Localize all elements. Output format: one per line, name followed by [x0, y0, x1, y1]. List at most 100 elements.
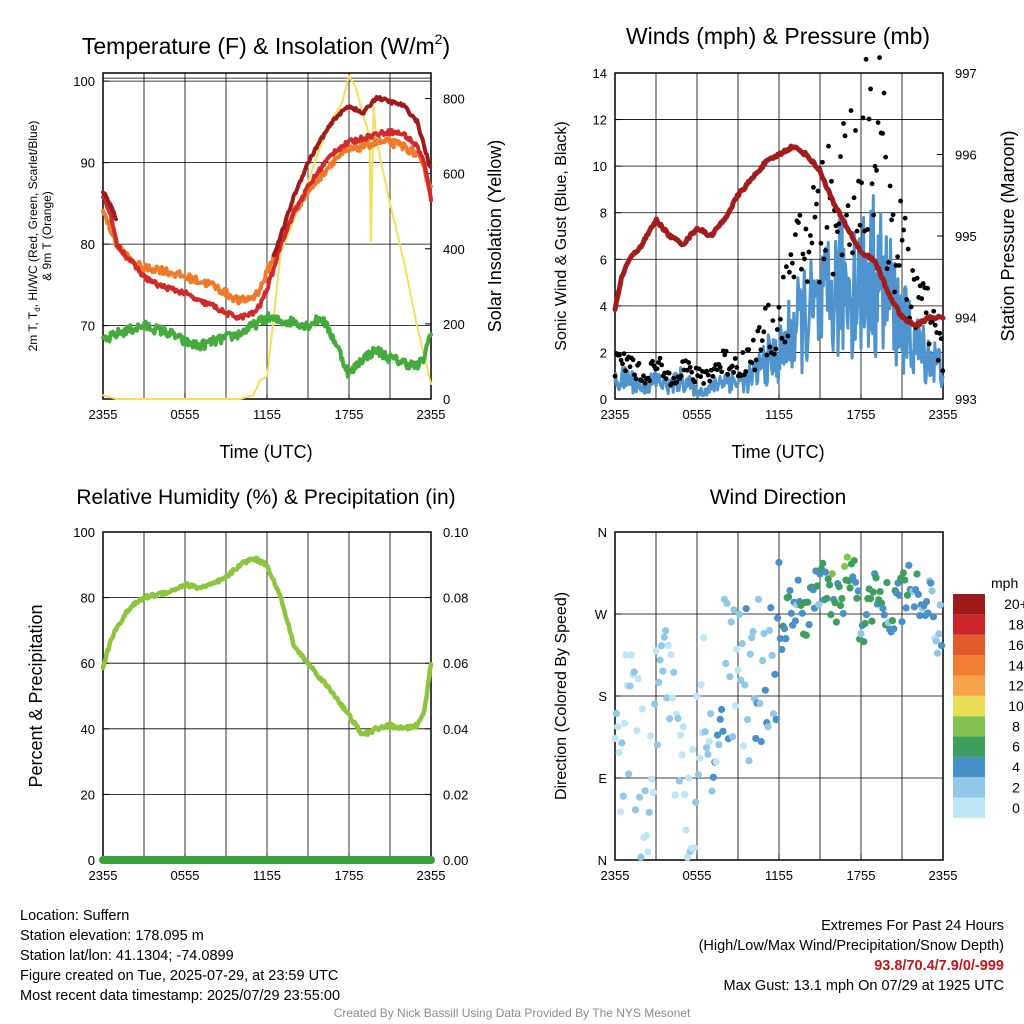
gust-point [686, 360, 692, 365]
direction-point [700, 634, 708, 642]
direction-point [794, 576, 802, 584]
t2m-line [101, 127, 433, 321]
direction-point [674, 714, 682, 723]
direction-point [775, 558, 783, 567]
direction-point [659, 667, 667, 675]
direction-point [661, 627, 670, 635]
gust-point [759, 338, 765, 343]
direction-point [739, 742, 748, 750]
direction-point [637, 853, 645, 861]
legend-label: 0 [1012, 800, 1020, 816]
gust-point [678, 373, 684, 379]
direction-point [802, 631, 810, 639]
gust-point [800, 251, 806, 257]
y-tick-label: 90 [81, 156, 95, 171]
gust-point [895, 254, 901, 260]
y2-tick-label: 994 [955, 311, 977, 326]
gust-point [847, 242, 852, 248]
x-tick-label: 2355 [417, 407, 446, 422]
direction-point [832, 618, 841, 626]
y2-tick-label: 996 [955, 148, 977, 163]
gust-point [776, 304, 782, 310]
gust-point [633, 376, 639, 382]
gust-point [818, 240, 824, 246]
direction-point [651, 700, 659, 708]
direction-point [846, 584, 854, 592]
direction-point [652, 647, 660, 655]
direction-point [664, 641, 672, 650]
gust-point [627, 364, 633, 370]
legend-swatch [953, 736, 985, 757]
gust-point [844, 212, 849, 218]
direction-point [735, 610, 743, 618]
direction-title: Wind Direction [710, 486, 847, 509]
gust-point [765, 302, 771, 308]
direction-point [824, 575, 832, 583]
direction-point [774, 614, 782, 622]
gust-point [902, 215, 908, 221]
gust-point [689, 369, 695, 375]
heat-index-line [271, 94, 433, 258]
direction-point [757, 737, 765, 746]
y-tick-label: 0 [88, 853, 95, 868]
direction-point [910, 603, 918, 611]
direction-point [791, 617, 800, 625]
direction-point [625, 770, 633, 778]
station-elevation: Station elevation: 178.095 m [20, 928, 204, 944]
direction-point [712, 758, 720, 766]
gust-point [808, 233, 813, 238]
figure-created: Figure created on Tue, 2025-07-29, at 23… [20, 968, 339, 984]
gust-point [842, 133, 848, 139]
direction-point [821, 568, 830, 576]
sonic-wind-line [613, 194, 945, 398]
y-tick-label: 6 [600, 252, 607, 267]
gust-point [707, 378, 713, 384]
gust-point [764, 352, 770, 358]
gust-point [857, 222, 863, 228]
direction-point [715, 741, 723, 749]
x-tick-label: 0555 [683, 407, 712, 422]
gust-point [814, 201, 819, 207]
y-tick-label: 60 [81, 656, 95, 671]
gust-point [865, 227, 870, 232]
gust-point [791, 274, 797, 280]
direction-point [916, 611, 924, 620]
direction-point [914, 590, 923, 598]
gust-point [899, 237, 905, 243]
direction-point [630, 668, 638, 676]
direction-point [626, 682, 634, 690]
direction-point [631, 806, 640, 814]
direction-point [737, 676, 745, 684]
legend-swatch [953, 797, 985, 818]
x-tick-label: 2355 [601, 868, 630, 883]
gust-point [746, 347, 752, 353]
direction-point [666, 715, 674, 723]
humidity-title: Relative Humidity (%) & Precipitation (i… [76, 486, 455, 509]
direction-point [880, 611, 888, 619]
gust-point [889, 217, 895, 223]
gust-point [908, 304, 914, 310]
gust-point [829, 178, 834, 184]
direction-point [734, 666, 742, 674]
direction-point [678, 751, 686, 759]
station-info: Location: Suffern Station elevation: 178… [20, 906, 340, 1006]
gust-point [663, 376, 669, 382]
gust-point [835, 229, 840, 235]
y-tick-label: N [598, 525, 607, 540]
gust-point [729, 363, 735, 369]
gust-point [830, 271, 836, 277]
pressure-line [612, 143, 946, 328]
direction-point [616, 808, 625, 816]
legend-swatch [953, 716, 985, 737]
x-tick-label: 2355 [89, 407, 118, 422]
y-tick-label: 100 [73, 525, 95, 540]
direction-point [702, 744, 711, 752]
winds-ylabel-left: Sonic Wind & Gust (Blue, Black) [553, 121, 570, 350]
direction-point [728, 733, 737, 741]
gust-point [905, 246, 911, 252]
direction-point [619, 792, 627, 800]
y-tick-label: 14 [593, 66, 607, 81]
direction-point [923, 597, 931, 606]
y2-tick-label: 0.08 [443, 591, 468, 606]
direction-point [836, 601, 845, 610]
